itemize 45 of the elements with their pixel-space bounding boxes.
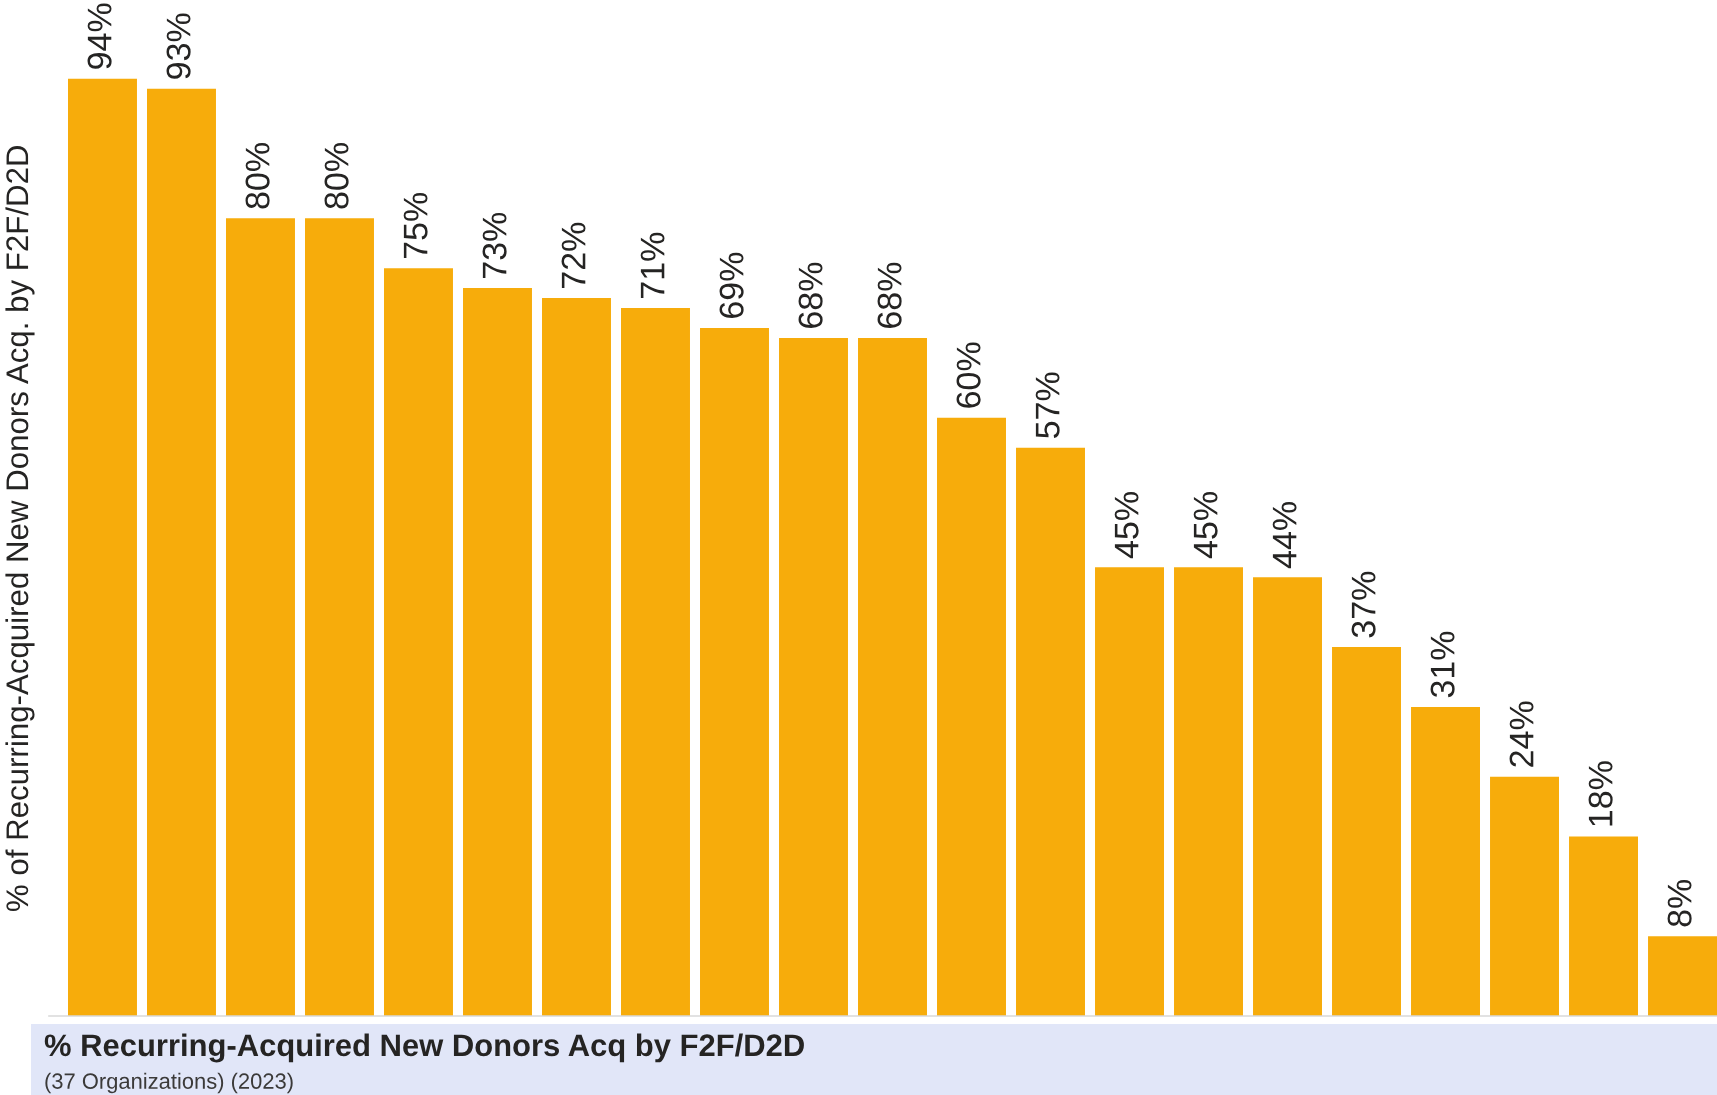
data-label: 80%	[324, 143, 349, 209]
data-label: 57%	[1035, 372, 1060, 438]
data-label: 45%	[1114, 492, 1139, 559]
bar	[779, 337, 848, 1016]
bar	[1174, 567, 1243, 1016]
data-label: 68%	[877, 262, 902, 328]
bar	[147, 88, 216, 1016]
data-label: 24%	[1509, 701, 1534, 767]
bar	[68, 78, 137, 1016]
data-label: 45%	[1193, 492, 1218, 559]
bar	[226, 218, 295, 1016]
data-label: 18%	[1588, 761, 1613, 826]
bar	[1095, 567, 1164, 1016]
bar	[1016, 447, 1085, 1016]
bar	[384, 268, 453, 1016]
data-label: 68%	[798, 262, 823, 328]
bar	[542, 298, 611, 1016]
bar	[305, 218, 374, 1016]
bar	[1490, 776, 1559, 1016]
text: % Recurring-Acquired New Donors Acq by F2F/D2D	[44, 1033, 804, 1063]
bar	[1569, 836, 1638, 1016]
data-label: 93%	[166, 13, 191, 79]
y-axis-title: % of Recurring-Acquired New Donors Acq. by F2F/D2D	[5, 145, 35, 912]
data-label: 72%	[561, 222, 586, 289]
data-label: 73%	[482, 212, 507, 279]
bar	[1648, 936, 1717, 1016]
bar	[937, 417, 1006, 1016]
bar	[621, 308, 690, 1016]
data-label: 44%	[1272, 502, 1297, 569]
bar	[463, 288, 532, 1016]
data-label: 37%	[1351, 571, 1376, 638]
bar	[1332, 647, 1401, 1016]
text: (37 Organizations) (2023)	[45, 1072, 293, 1094]
data-label: 94%	[87, 3, 112, 69]
bar	[1411, 706, 1480, 1016]
data-label: 31%	[1430, 631, 1455, 698]
data-label: 69%	[719, 252, 744, 318]
data-label: 60%	[956, 342, 981, 408]
bar	[858, 337, 927, 1016]
data-label: 71%	[640, 232, 665, 298]
bar	[1253, 577, 1322, 1016]
data-label: 75%	[403, 192, 428, 259]
bar	[700, 328, 769, 1016]
data-label: 8%	[1667, 879, 1692, 927]
data-label: 80%	[245, 143, 270, 209]
